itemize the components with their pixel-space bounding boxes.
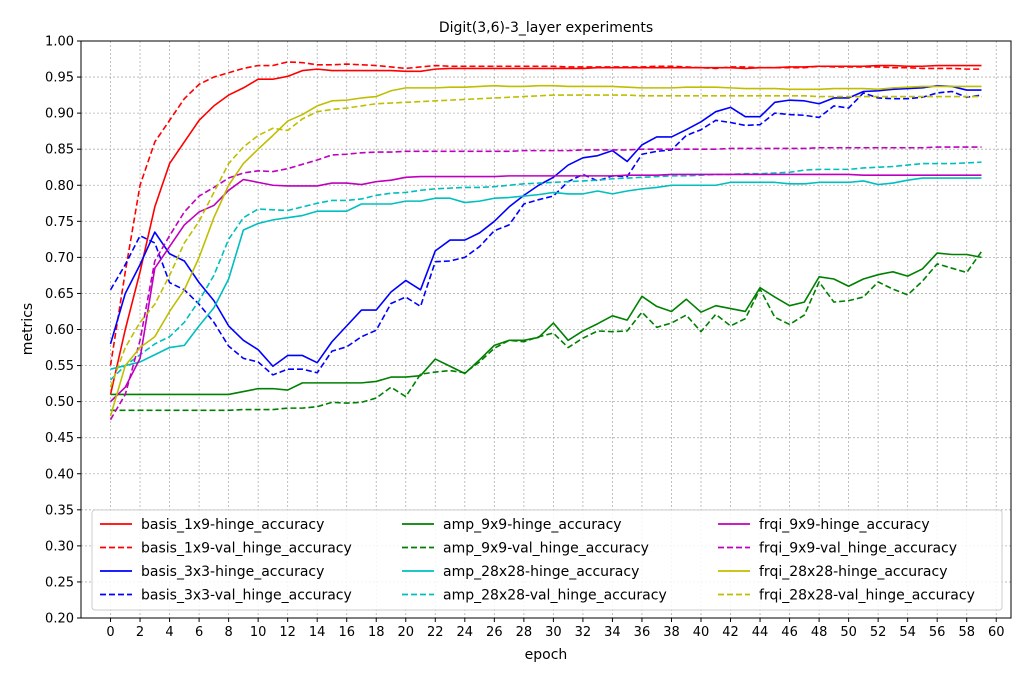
legend-box	[91, 509, 1003, 611]
x-tick-label: 40	[693, 625, 710, 640]
x-tick-label: 12	[279, 625, 296, 640]
legend-label: amp_28x28-hinge_accuracy	[443, 564, 639, 580]
y-tick-label: 0.85	[45, 143, 74, 158]
x-axis-ticks: 0 2 4 6 8 10 12 14 16 18 20 22 24 26 28 30 32 34 36 38 40 42 4…	[106, 618, 1005, 640]
x-tick-label: 24	[457, 625, 474, 640]
legend-label: frqi_28x28-val_hinge_accuracy	[759, 588, 975, 604]
legend-label: basis_1x9-hinge_accuracy	[141, 517, 324, 533]
legend: basis_1x9-hinge_accuracy basis_1x9-val_hi…	[91, 509, 1003, 611]
y-tick-label: 0.25	[45, 575, 74, 590]
series-line-basis_1x9-val_hinge_accuracy	[109, 61, 982, 366]
y-tick-label: 0.60	[45, 323, 74, 338]
x-tick-label: 14	[309, 625, 326, 640]
y-tick-label: 0.95	[45, 71, 74, 86]
series-line-frqi_28x28-hinge_accuracy	[109, 84, 982, 417]
series-line-amp_9x9-hinge_accuracy	[110, 252, 982, 396]
x-tick-label: 48	[811, 625, 828, 640]
series-line-frqi_9x9-val_hinge_accuracy	[109, 146, 982, 421]
y-tick-label: 0.30	[45, 539, 74, 554]
x-tick-label: 18	[368, 625, 385, 640]
x-tick-label: 56	[929, 625, 946, 640]
x-tick-label: 30	[545, 625, 562, 640]
x-tick-label: 26	[486, 625, 503, 640]
series-line-frqi_28x28-val_hinge_accuracy	[109, 94, 982, 388]
x-tick-label: 60	[988, 625, 1005, 640]
series-line-amp_9x9-val_hinge_accuracy	[110, 251, 983, 412]
y-tick-label: 0.70	[45, 251, 74, 266]
y-tick-label: 0.80	[45, 179, 74, 194]
y-tick-label: 0.20	[45, 612, 74, 627]
x-tick-label: 38	[663, 625, 680, 640]
x-tick-label: 4	[165, 625, 173, 640]
y-axis-ticks: 0.20 0.25 0.30 0.35 0.40 0.45 0.50 0.55 0.60 0.65…	[45, 35, 81, 627]
x-tick-label: 10	[250, 625, 267, 640]
series-line-amp_28x28-hinge_accuracy	[110, 177, 982, 370]
series-line-frqi_9x9-hinge_accuracy	[109, 173, 982, 403]
x-tick-label: 20	[397, 625, 414, 640]
legend-label: basis_1x9-val_hinge_accuracy	[141, 541, 352, 557]
y-tick-label: 0.90	[45, 107, 74, 122]
series-lines	[109, 61, 983, 421]
x-tick-label: 42	[722, 625, 739, 640]
legend-label: basis_3x3-val_hinge_accuracy	[141, 588, 352, 604]
chart-title: Digit(3,6)-3_layer experiments	[439, 20, 653, 36]
y-tick-label: 0.45	[45, 431, 74, 446]
x-tick-label: 6	[195, 625, 203, 640]
x-tick-label: 16	[338, 625, 355, 640]
x-tick-label: 28	[516, 625, 533, 640]
x-axis-label: epoch	[525, 647, 568, 663]
series-line-basis_1x9-hinge_accuracy	[109, 64, 982, 395]
x-tick-label: 8	[224, 625, 232, 640]
x-tick-label: 2	[136, 625, 144, 640]
y-tick-label: 0.50	[45, 395, 74, 410]
x-tick-label: 46	[781, 625, 798, 640]
legend-label: basis_3x3-hinge_accuracy	[141, 564, 324, 580]
legend-label: amp_28x28-val_hinge_accuracy	[443, 588, 667, 604]
x-tick-label: 36	[634, 625, 651, 640]
x-tick-label: 22	[427, 625, 444, 640]
x-tick-label: 54	[899, 625, 916, 640]
x-tick-label: 0	[106, 625, 114, 640]
series-line-amp_28x28-val_hinge_accuracy	[109, 161, 982, 381]
legend-label: amp_9x9-val_hinge_accuracy	[443, 541, 649, 557]
y-tick-label: 1.00	[45, 35, 74, 50]
x-tick-label: 50	[840, 625, 857, 640]
y-tick-label: 0.55	[45, 359, 74, 374]
y-axis-label: metrics	[20, 303, 36, 355]
legend-label: frqi_9x9-val_hinge_accuracy	[759, 541, 957, 557]
y-tick-label: 0.40	[45, 467, 74, 482]
x-tick-label: 52	[870, 625, 887, 640]
legend-label: frqi_9x9-hinge_accuracy	[759, 517, 930, 533]
x-tick-label: 44	[752, 625, 769, 640]
y-tick-label: 0.65	[45, 287, 74, 302]
legend-label: frqi_28x28-hinge_accuracy	[759, 564, 947, 580]
series-line-basis_3x3-hinge_accuracy	[109, 84, 982, 368]
y-tick-label: 0.35	[45, 503, 74, 518]
legend-label: amp_9x9-hinge_accuracy	[443, 517, 622, 533]
x-tick-label: 34	[604, 625, 621, 640]
x-tick-label: 58	[958, 625, 975, 640]
x-tick-label: 32	[575, 625, 592, 640]
y-tick-label: 0.75	[45, 215, 74, 230]
